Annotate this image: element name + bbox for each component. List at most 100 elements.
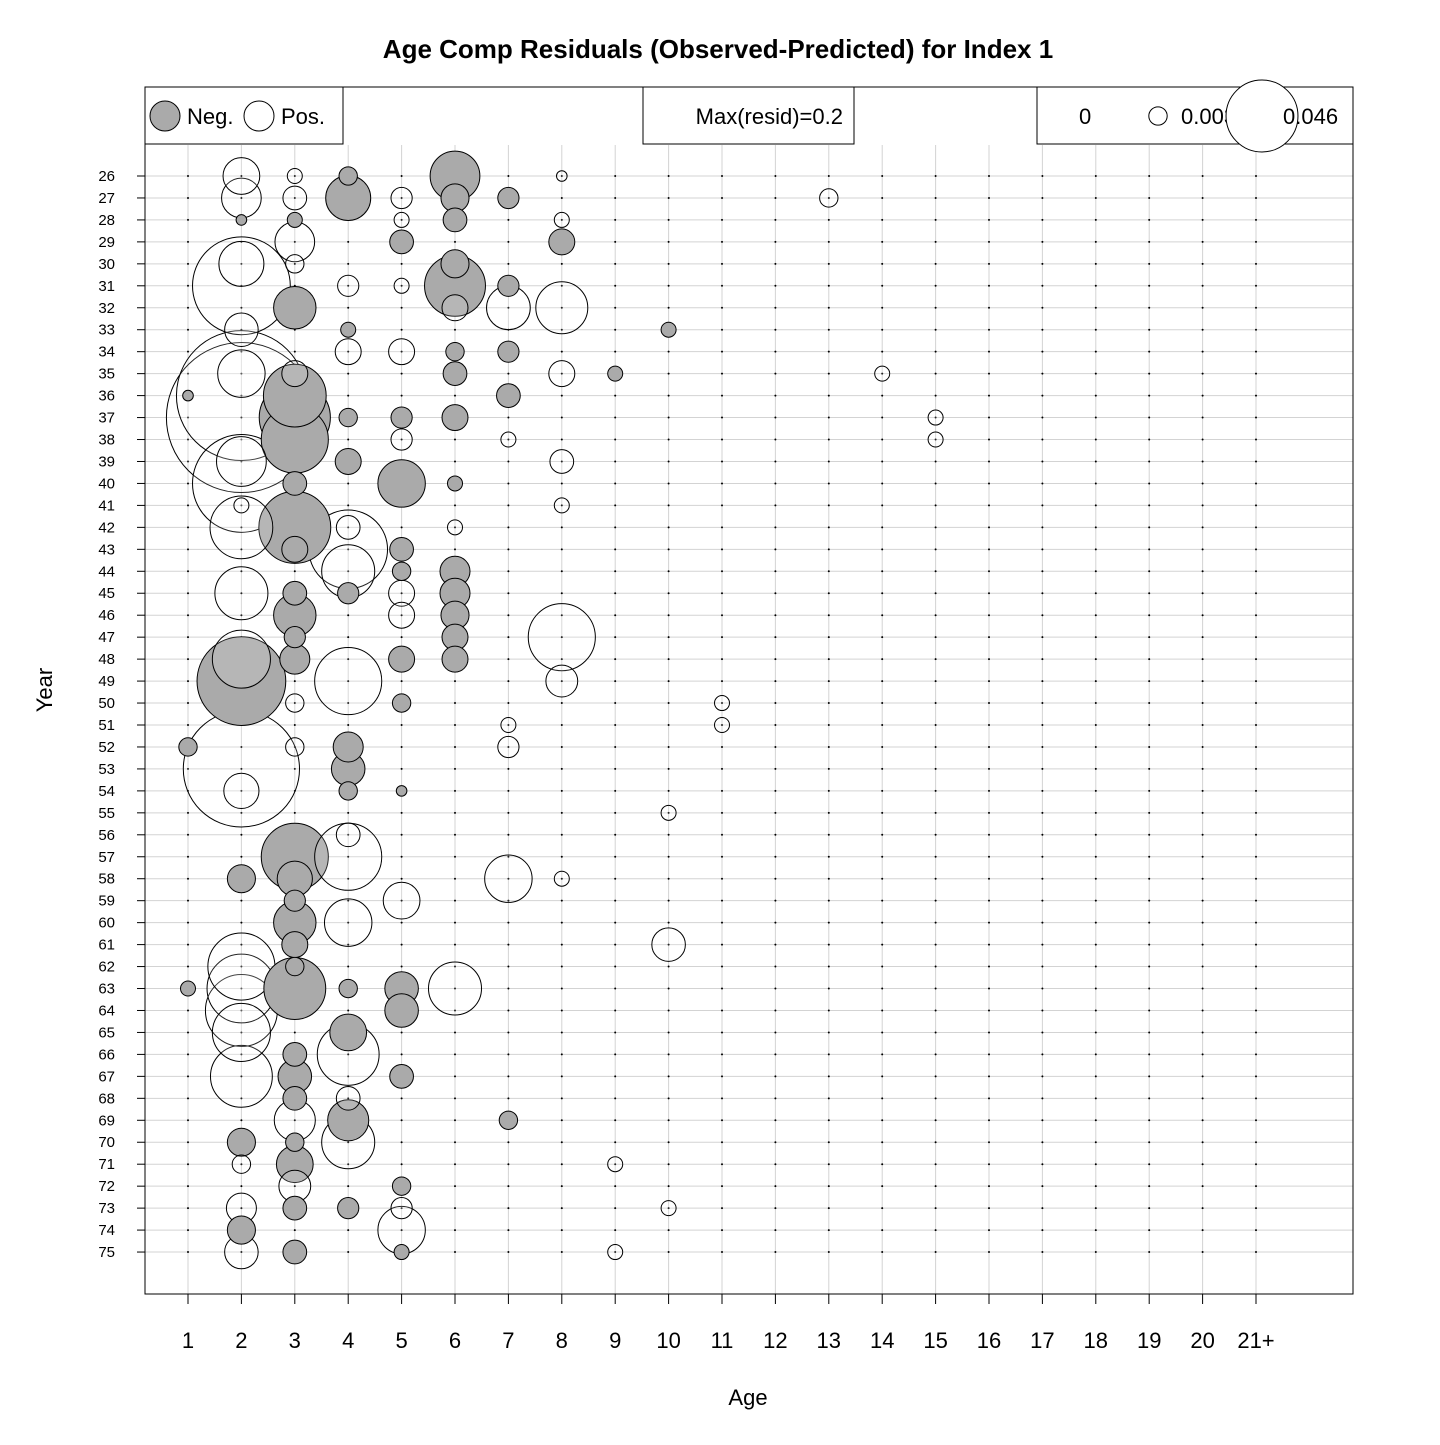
zero-point	[347, 1229, 350, 1232]
zero-point	[774, 636, 777, 639]
zero-point	[1041, 175, 1044, 177]
zero-point	[881, 877, 884, 880]
zero-point	[1255, 592, 1257, 595]
zero-point	[560, 614, 563, 617]
zero-point	[1041, 350, 1044, 353]
zero-point	[827, 899, 830, 902]
residual-bubble	[391, 693, 412, 713]
zero-point	[560, 855, 563, 858]
zero-point	[454, 1251, 456, 1254]
residual-bubble	[393, 1244, 410, 1261]
zero-point	[827, 592, 830, 595]
zero-point	[988, 416, 990, 419]
zero-point	[934, 767, 937, 770]
zero-point	[240, 767, 243, 770]
zero-point	[1094, 372, 1097, 375]
zero-point	[721, 1009, 723, 1012]
zero-point	[347, 262, 350, 265]
zero-point	[774, 218, 777, 221]
zero-point	[1201, 877, 1204, 880]
x-tick-label: 21+	[1237, 1328, 1274, 1353]
zero-point	[187, 614, 189, 617]
zero-point	[1148, 592, 1151, 595]
zero-point	[721, 1053, 723, 1056]
x-axis: 1 2 3 4 5 6 7 8 9 10 11 12 13 14 15 16 17 18 19 20 21+	[182, 1293, 1275, 1353]
zero-point	[827, 811, 830, 814]
zero-point	[1041, 943, 1044, 946]
zero-point	[1094, 328, 1097, 331]
residual-bubble	[273, 286, 317, 330]
zero-point	[988, 570, 990, 573]
zero-point	[614, 394, 617, 397]
zero-point	[400, 833, 403, 836]
x-tick-label: 9	[609, 1328, 621, 1353]
residual-bubble	[329, 1013, 368, 1052]
y-tick-label: 58	[98, 871, 115, 888]
zero-point	[1094, 943, 1097, 946]
residual-bubble	[216, 436, 267, 487]
zero-point	[1255, 1053, 1257, 1056]
zero-point	[1148, 284, 1151, 287]
zero-point	[1201, 1163, 1204, 1166]
zero-point	[667, 570, 670, 573]
zero-point	[1201, 636, 1204, 639]
zero-point	[881, 592, 884, 595]
zero-point	[1041, 372, 1044, 375]
zero-point	[454, 240, 456, 243]
zero-point	[347, 921, 350, 924]
zero-point	[400, 855, 403, 858]
zero-point	[934, 1075, 937, 1078]
zero-point	[1094, 394, 1097, 397]
zero-point	[774, 416, 777, 419]
zero-point	[507, 438, 510, 441]
zero-point	[1255, 175, 1257, 177]
zero-point	[1094, 482, 1097, 485]
x-tick-label: 11	[711, 1328, 734, 1353]
zero-point	[1094, 636, 1097, 639]
zero-point	[1201, 1031, 1204, 1034]
y-tick-label: 46	[98, 607, 115, 624]
zero-point	[1094, 416, 1097, 419]
zero-point	[1041, 328, 1044, 331]
zero-point	[240, 394, 243, 397]
zero-point	[1201, 196, 1204, 199]
residual-bubble	[226, 1127, 256, 1157]
zero-point	[507, 833, 510, 836]
zero-point	[721, 548, 723, 551]
zero-point	[774, 350, 777, 353]
zero-point	[1201, 1141, 1204, 1144]
zero-point	[881, 570, 884, 573]
legend-scale-circle-2	[1225, 79, 1299, 153]
zero-point	[721, 482, 723, 485]
zero-point	[1041, 548, 1044, 551]
zero-point	[187, 372, 189, 375]
zero-point	[827, 1185, 830, 1188]
zero-point	[827, 789, 830, 792]
residual-bubble	[500, 717, 517, 733]
zero-point	[1255, 855, 1257, 858]
zero-point	[988, 921, 990, 924]
zero-point	[560, 702, 563, 705]
zero-point	[1201, 833, 1204, 836]
x-tick-label: 15	[923, 1328, 947, 1353]
residual-bubble	[282, 471, 308, 496]
zero-point	[667, 1053, 670, 1056]
zero-point	[774, 724, 777, 726]
zero-point	[988, 284, 990, 287]
zero-point	[1041, 767, 1044, 770]
zero-point	[827, 240, 830, 243]
zero-point	[454, 767, 456, 770]
zero-point	[881, 218, 884, 221]
zero-point	[293, 1185, 296, 1188]
zero-point	[187, 482, 189, 485]
y-tick-label: 48	[98, 651, 115, 668]
residual-bubble	[427, 961, 483, 1016]
zero-point	[1148, 833, 1151, 836]
residual-bubble	[500, 431, 517, 448]
zero-point	[774, 504, 777, 507]
zero-point	[1094, 548, 1097, 551]
residual-bubble	[714, 695, 730, 712]
zero-point	[1094, 680, 1097, 683]
residual-bubble	[548, 360, 576, 388]
zero-point	[721, 1251, 723, 1254]
